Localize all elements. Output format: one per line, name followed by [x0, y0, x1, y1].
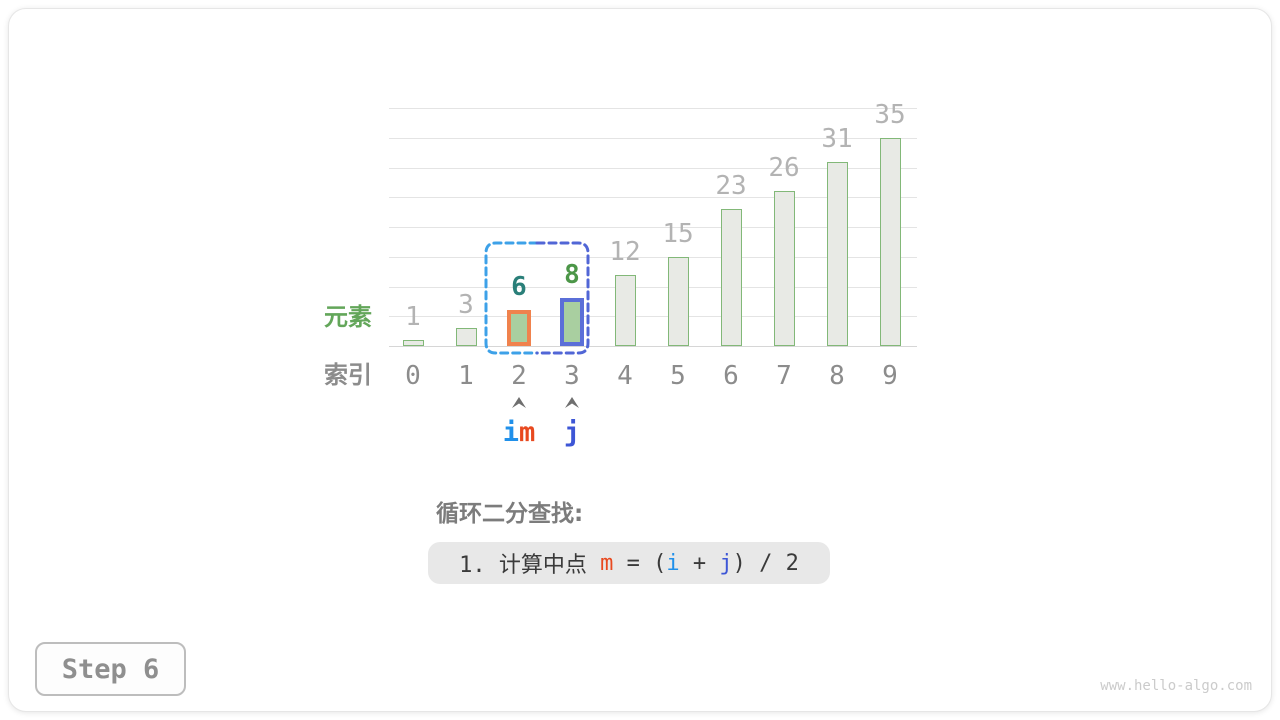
index-label: 5 [670, 361, 686, 391]
bar [667, 257, 689, 346]
formula-segment: 1. 计算中点 [459, 553, 601, 578]
index-label: 6 [723, 361, 739, 391]
formula-segment: = ( [613, 550, 667, 576]
index-label: 7 [776, 361, 792, 391]
bar [826, 162, 848, 346]
bar-value-label: 23 [715, 171, 747, 201]
bar-value-label: 3 [458, 290, 474, 320]
index-label: 9 [882, 361, 898, 391]
bar-value-label: 8 [564, 260, 580, 290]
search-range-box [482, 239, 592, 357]
index-label: 0 [405, 361, 421, 391]
pointer-label-segment: i [502, 417, 519, 448]
bar-value-label: 6 [511, 272, 527, 302]
y-axis-label-elements: 元素 [324, 303, 372, 331]
bar-value-label: 31 [821, 124, 853, 154]
pointer-caret-icon [564, 394, 580, 413]
pointer-label-segment: j [563, 417, 581, 448]
pointer-label: j [532, 419, 612, 447]
gridline [389, 138, 917, 139]
pointer-label: im [479, 419, 559, 447]
gridline [389, 168, 917, 169]
bar-value-label: 35 [874, 100, 906, 130]
formula-segment: i [666, 550, 680, 576]
formula-segment: ) / 2 [732, 550, 799, 576]
formula-box: 1. 计算中点 m = (i + j) / 2 [428, 542, 830, 584]
index-label: 4 [617, 361, 633, 391]
gridline [389, 108, 917, 109]
index-label: 8 [829, 361, 845, 391]
bar [720, 209, 742, 346]
pointer-label-segment: m [519, 417, 536, 448]
bar [879, 138, 901, 346]
bar-value-label: 26 [768, 153, 800, 183]
watermark-url: www.hello-algo.com [1100, 678, 1252, 694]
gridline [389, 197, 917, 198]
bar [614, 275, 636, 346]
gridline [389, 227, 917, 228]
bar-value-label: 12 [609, 237, 641, 267]
annotation-title: 循环二分查找: [436, 501, 584, 527]
pointer-caret-icon [511, 394, 527, 413]
highlighted-bar [560, 298, 584, 346]
gridline [389, 346, 917, 347]
index-label: 2 [511, 361, 527, 391]
gridline [389, 287, 917, 288]
formula-segment: + [679, 550, 720, 576]
x-axis-label-indices: 索引 [324, 361, 372, 389]
bar-value-label: 15 [662, 219, 694, 249]
highlighted-bar [507, 310, 531, 346]
bar-value-label: 1 [405, 302, 421, 332]
figure-card [8, 8, 1272, 712]
formula-segment: m [600, 550, 614, 576]
gridline [389, 257, 917, 258]
formula-segment: j [719, 550, 733, 576]
bar [455, 328, 477, 346]
bar [773, 191, 795, 346]
bar [402, 340, 424, 346]
step-badge: Step 6 [35, 642, 186, 696]
gridline [389, 316, 917, 317]
index-label: 1 [458, 361, 474, 391]
index-label: 3 [564, 361, 580, 391]
